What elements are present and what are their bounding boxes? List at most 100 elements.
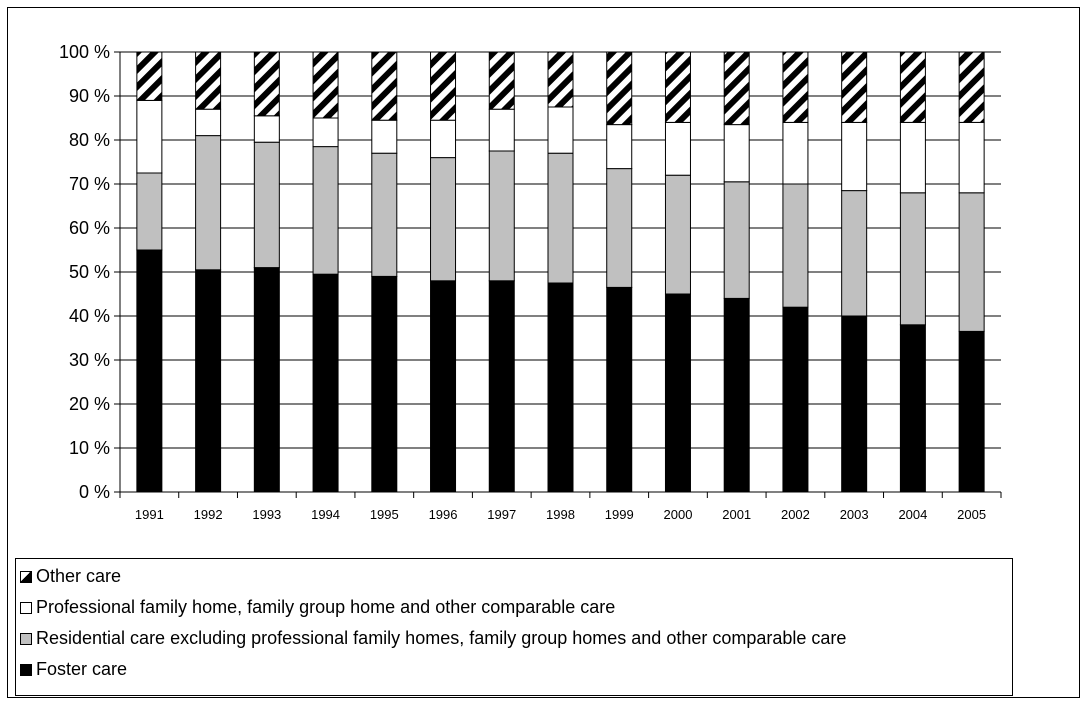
bar-segment <box>547 152 574 284</box>
bar-segment <box>899 121 926 194</box>
bar-segment <box>195 51 222 110</box>
bar-segment <box>371 119 398 154</box>
bar-segment <box>723 124 750 183</box>
bar-segment <box>312 51 339 119</box>
x-tick-label: 1992 <box>194 507 223 522</box>
y-tick-label: 0 % <box>79 482 110 502</box>
bar-segment <box>606 286 633 493</box>
bar-segment <box>488 108 515 152</box>
bar-segment <box>958 51 985 123</box>
bar-segment <box>782 51 809 123</box>
x-tick-label: 2002 <box>781 507 810 522</box>
bar-segment <box>606 168 633 288</box>
bar-segment <box>253 115 280 143</box>
bar-segment <box>430 51 457 121</box>
legend-label: Residential care excluding professional … <box>36 628 847 648</box>
legend-swatch <box>20 632 32 645</box>
bar-segment <box>195 135 222 271</box>
bar-segment <box>782 121 809 185</box>
bar-segment <box>488 280 515 493</box>
legend-label: Foster care <box>36 659 128 679</box>
legend-item: Residential care excluding professional … <box>20 623 1012 654</box>
legend-label: Professional family home, family group h… <box>36 597 616 617</box>
y-tick-label: 70 % <box>69 174 110 194</box>
y-tick-label: 80 % <box>69 130 110 150</box>
legend-swatch <box>20 601 32 614</box>
x-tick-label: 1999 <box>605 507 634 522</box>
bar-segment <box>841 315 868 493</box>
bar-segment <box>723 181 750 299</box>
chart-plot: 0 % 10 % 20 % 30 % 40 % 50 % 60 % 70 % 80 % 90 % 1… <box>59 42 1002 522</box>
bar-segment <box>253 141 280 269</box>
bar-segment <box>253 267 280 493</box>
bar-segment <box>430 157 457 282</box>
legend-item: Foster care <box>20 654 1012 685</box>
legend: Other care Professional family home, fami… <box>15 558 1013 696</box>
y-tick-label: 10 % <box>69 438 110 458</box>
legend-swatch <box>20 663 32 676</box>
bar-segment <box>371 152 398 277</box>
bar-segment <box>606 124 633 170</box>
x-tick-label: 2003 <box>840 507 869 522</box>
bar-segment <box>136 172 163 251</box>
y-tick-label: 50 % <box>69 262 110 282</box>
bar-segment <box>195 108 222 137</box>
x-tick-label: 1995 <box>370 507 399 522</box>
bar-segment <box>136 249 163 493</box>
bar-segment <box>841 190 868 317</box>
bar-segment <box>782 183 809 308</box>
bar-segment <box>899 192 926 326</box>
bar-segment <box>430 119 457 159</box>
bar-segment <box>958 330 985 493</box>
bar-segment <box>958 192 985 332</box>
bar-segment <box>136 99 163 174</box>
x-tick-label: 1991 <box>135 507 164 522</box>
y-tick-label: 100 % <box>59 42 110 62</box>
bar-segment <box>312 146 339 275</box>
x-tick-label: 1996 <box>429 507 458 522</box>
bar-segment <box>136 51 163 101</box>
bar-segment <box>488 150 515 282</box>
x-tick-label: 1998 <box>546 507 575 522</box>
x-tick-label: 1993 <box>252 507 281 522</box>
bar-segment <box>312 273 339 493</box>
chart-frame: 0 % 10 % 20 % 30 % 40 % 50 % 60 % 70 % 80 % 90 % 1… <box>7 7 1080 698</box>
x-tick-label: 2004 <box>898 507 927 522</box>
bar-segment <box>312 117 339 148</box>
bar-segment <box>253 51 280 117</box>
bar-segment <box>841 121 868 192</box>
bar-segment <box>782 306 809 493</box>
y-tick-label: 40 % <box>69 306 110 326</box>
y-tick-label: 90 % <box>69 86 110 106</box>
bar-segment <box>899 324 926 493</box>
bar-segment <box>723 297 750 493</box>
x-tick-label: 1997 <box>487 507 516 522</box>
x-tick-label: 2005 <box>957 507 986 522</box>
bar-segment <box>488 51 515 110</box>
bar-segment <box>664 293 691 493</box>
x-tick-label: 1994 <box>311 507 340 522</box>
bar-segment <box>547 282 574 493</box>
bar-segment <box>958 121 985 194</box>
bar-segment <box>371 275 398 493</box>
legend-item: Professional family home, family group h… <box>20 592 1012 623</box>
legend-item: Other care <box>20 561 1012 592</box>
bar-segment <box>664 51 691 123</box>
bar-segment <box>664 174 691 295</box>
bar-segment <box>371 51 398 121</box>
x-tick-label: 2000 <box>664 507 693 522</box>
bar-segment <box>195 269 222 493</box>
bar-segment <box>841 51 868 123</box>
bar-segment <box>606 51 633 126</box>
y-tick-label: 60 % <box>69 218 110 238</box>
bar-segment <box>723 51 750 126</box>
bar-segment <box>899 51 926 123</box>
x-tick-label: 2001 <box>722 507 751 522</box>
legend-label: Other care <box>36 566 122 586</box>
bar-segment <box>664 121 691 176</box>
y-tick-label: 20 % <box>69 394 110 414</box>
bar-segment <box>430 280 457 493</box>
bar-segment <box>547 106 574 154</box>
legend-swatch <box>20 570 32 583</box>
bar-segment <box>547 51 574 108</box>
